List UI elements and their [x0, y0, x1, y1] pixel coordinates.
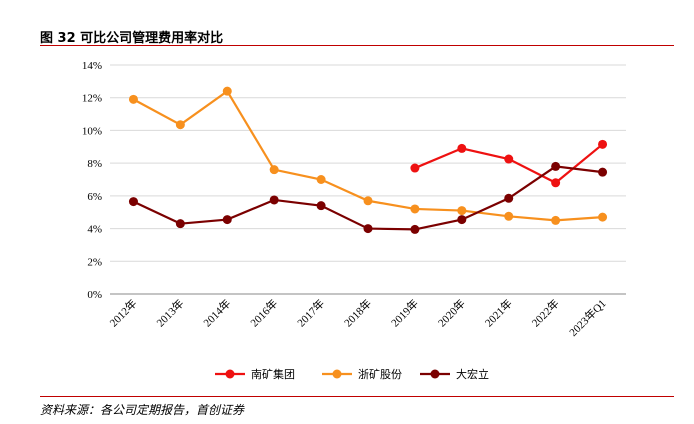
source-divider — [40, 396, 674, 397]
series-lines — [128, 86, 608, 234]
x-axis: 2012年 2013年 2014年 2016年 2017年 2018年 2019年 2020年… — [106, 296, 608, 339]
y-tick-label: 0% — [87, 289, 102, 301]
data-point — [551, 178, 561, 188]
data-point — [316, 201, 326, 211]
x-tick-label: 2018年 — [341, 296, 374, 329]
data-point — [598, 139, 608, 149]
x-tick-label: 2020年 — [435, 296, 468, 329]
x-tick-label: 2021年 — [482, 296, 515, 329]
data-point — [504, 154, 514, 164]
data-point — [551, 215, 561, 225]
y-axis: 0% 2% 4% 6% 8% 10% 12% 14% — [82, 60, 102, 301]
legend-label: 浙矿股份 — [358, 368, 402, 381]
title-divider — [40, 45, 674, 46]
data-point — [410, 163, 420, 173]
data-point — [175, 219, 185, 229]
legend-label: 大宏立 — [456, 367, 489, 381]
data-point — [222, 215, 232, 225]
legend-label: 南矿集团 — [251, 367, 295, 381]
data-point — [551, 161, 561, 171]
data-point — [457, 206, 467, 216]
data-point — [269, 165, 279, 175]
legend-marker — [332, 369, 342, 379]
data-point — [269, 195, 279, 205]
x-tick-label: 2019年 — [388, 296, 421, 329]
legend-marker — [430, 369, 440, 379]
x-tick-label: 2014年 — [200, 296, 233, 329]
data-point — [598, 212, 608, 222]
x-tick-label: 2012年 — [106, 296, 139, 329]
x-tick-label: 2022年 — [529, 296, 562, 329]
data-point — [504, 211, 514, 221]
data-point — [410, 204, 420, 214]
data-point — [457, 215, 467, 225]
y-tick-label: 4% — [87, 224, 102, 236]
data-point — [363, 224, 373, 234]
data-point — [316, 175, 326, 184]
x-tick-label: 2013年 — [153, 296, 186, 329]
data-point — [598, 167, 608, 177]
y-tick-label: 6% — [87, 191, 102, 203]
y-tick-label: 10% — [82, 125, 102, 137]
y-tick-label: 2% — [87, 256, 102, 268]
data-point — [457, 143, 467, 153]
y-tick-label: 12% — [82, 93, 102, 105]
source-note: 资料来源：各公司定期报告，首创证券 — [40, 403, 245, 417]
data-point — [363, 196, 373, 206]
y-tick-label: 14% — [82, 60, 102, 72]
figure-title: 图 32 可比公司管理费用率对比 — [40, 31, 224, 46]
y-tick-label: 8% — [87, 158, 102, 170]
x-tick-label: 2016年 — [247, 296, 280, 329]
data-point — [504, 193, 514, 203]
data-point — [175, 120, 185, 130]
data-point — [128, 197, 138, 207]
data-point — [410, 224, 420, 234]
x-tick-label: 2023年Q1 — [566, 296, 609, 339]
data-point — [222, 86, 232, 96]
x-tick-label: 2017年 — [294, 296, 327, 329]
legend: 南矿集团 浙矿股份 大宏立 — [215, 367, 489, 381]
legend-marker — [225, 369, 235, 379]
data-point — [128, 94, 138, 104]
